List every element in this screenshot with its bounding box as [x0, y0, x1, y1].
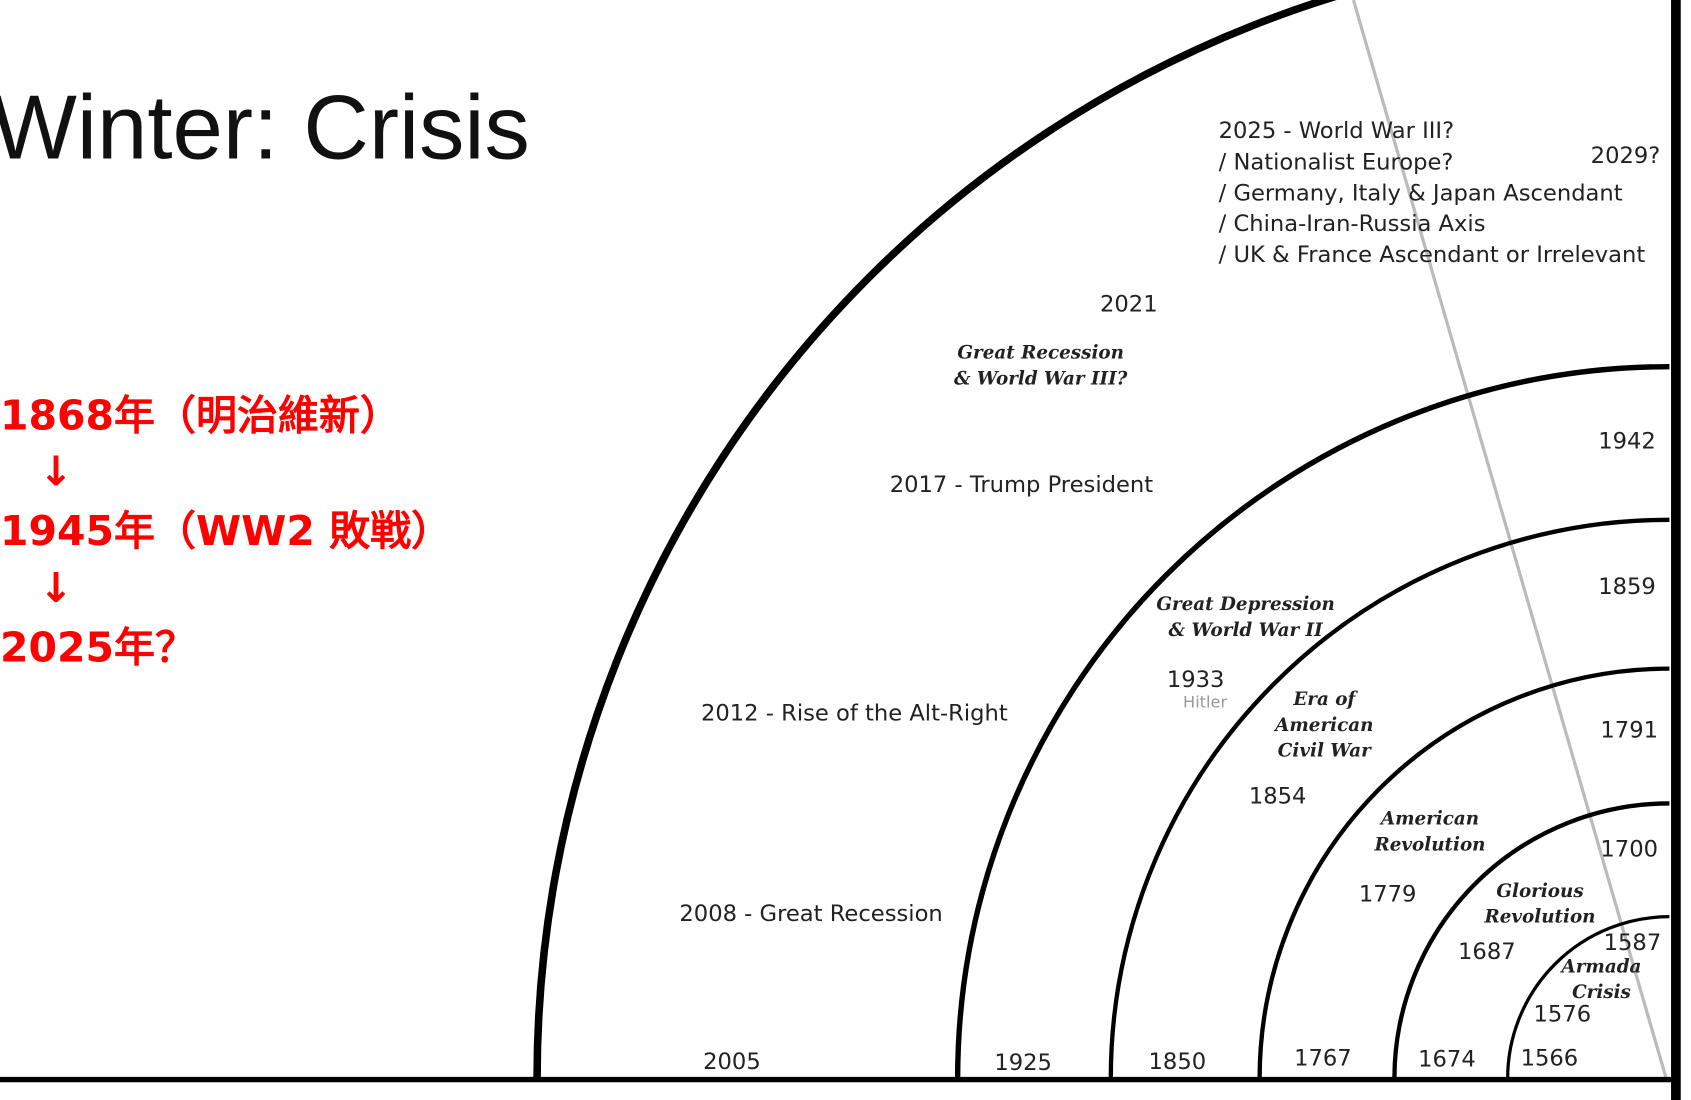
era-label: Civil War [1278, 741, 1372, 762]
year-label: 1767 [1294, 1046, 1352, 1072]
year-label: 1779 [1359, 882, 1417, 908]
era-label: Era of [1292, 689, 1358, 710]
forecast-line: / UK & France Ascendant or Irrelevant [1219, 242, 1646, 268]
year-label: 1674 [1418, 1047, 1476, 1073]
year-label: 1576 [1534, 1001, 1592, 1027]
era-label: Revolution [1483, 907, 1595, 928]
year-label: 1942 [1598, 429, 1656, 455]
year-label: 1854 [1249, 783, 1307, 809]
era-label: American [1273, 715, 1373, 736]
arc [1506, 915, 1670, 1079]
note-line: 1868年（明治維新） [0, 391, 401, 439]
year-label: 1700 [1600, 836, 1658, 862]
year-label: 2005 [703, 1049, 761, 1075]
year-label: 1566 [1521, 1046, 1579, 1072]
year-label: 1791 [1600, 718, 1658, 744]
year-label: 1587 [1604, 930, 1662, 956]
year-label: 2008 - Great Recession [679, 901, 942, 927]
arc [1257, 666, 1670, 1079]
forecast-line: / Nationalist Europe? [1219, 149, 1454, 175]
year-label: 2017 - Trump President [890, 472, 1154, 498]
year-label: 2012 - Rise of the Alt-Right [701, 700, 1008, 726]
forecast-line: / Germany, Italy & Japan Ascendant [1219, 181, 1623, 207]
forecast-line: 2025 - World War III? [1219, 118, 1454, 144]
era-label: Great Depression [1156, 594, 1335, 615]
era-label: American [1379, 809, 1479, 830]
era-label: Glorious [1496, 881, 1583, 902]
era-label: Crisis [1572, 982, 1631, 1003]
note-line: ↓ [39, 448, 73, 496]
arc [1108, 517, 1670, 1079]
year-label: 2029? [1591, 143, 1661, 169]
arc [1392, 801, 1670, 1079]
forecast-line: / China-Iran-Russia Axis [1219, 211, 1486, 237]
note-line: 2025年？ [0, 623, 196, 671]
note-line: 1945年（WW2 敗戦） [0, 507, 452, 555]
year-label: 2021 [1100, 292, 1158, 318]
era-label: & World War III? [954, 369, 1128, 390]
small-label: Hitler [1183, 693, 1227, 712]
era-label: Armada [1560, 956, 1642, 977]
year-label: 1859 [1598, 574, 1656, 600]
era-label: Great Recession [957, 343, 1124, 364]
title: Winter: Crisis [0, 78, 530, 179]
year-label: 1933 [1167, 667, 1225, 693]
year-label: 1925 [994, 1050, 1052, 1076]
year-label: 1850 [1149, 1049, 1207, 1075]
arc [533, 0, 1337, 1079]
era-label: Revolution [1373, 834, 1485, 855]
divider [1351, 0, 1668, 1079]
note-line: ↓ [39, 564, 73, 612]
arc [954, 363, 1670, 1079]
era-label: & World War II [1169, 620, 1325, 641]
year-label: 1687 [1458, 939, 1516, 965]
